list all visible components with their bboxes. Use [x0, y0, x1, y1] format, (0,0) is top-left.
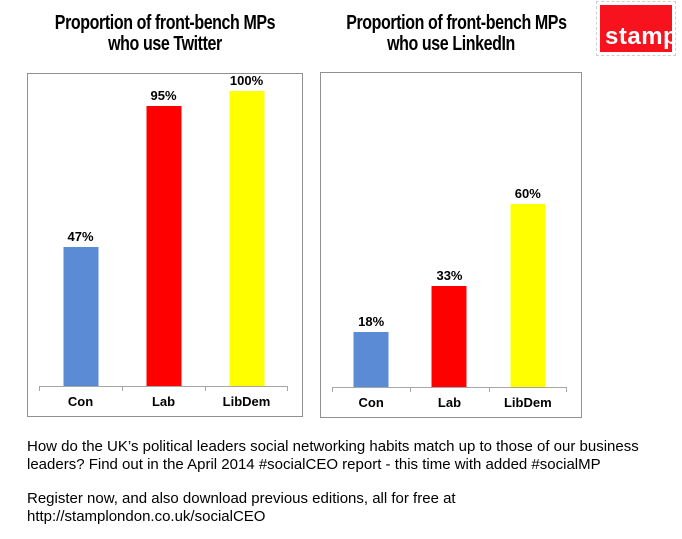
twitter-chart-title-line1: Proportion of front-bench MPs: [54, 12, 276, 34]
category-label-lab: Lab: [151, 394, 176, 409]
footer-copy: How do the UK’s political leaders social…: [27, 438, 663, 525]
bar-libdem: [229, 91, 264, 386]
bar-con: [63, 247, 98, 386]
category-label-libdem: LibDem: [222, 394, 271, 409]
bar-con: [353, 332, 389, 387]
axis-tick: [122, 387, 123, 391]
twitter-chart-plot-area: 47% Con 95% Lab 100% LibDem: [39, 73, 288, 409]
category-label-con: Con: [67, 394, 94, 409]
category-label-libdem: LibDem: [503, 395, 552, 410]
twitter-chart-axis-ticks: [39, 387, 288, 391]
twitter-chart-title: Proportion of front-bench MPs who use Tw…: [55, 13, 276, 55]
footer-paragraph-register: Register now, and also download previous…: [27, 490, 456, 525]
linkedin-chart-title: Proportion of front-bench MPs who use Li…: [346, 12, 567, 55]
axis-tick: [332, 388, 333, 392]
linkedin-chart-title-line2: who use LinkedIn: [387, 33, 515, 55]
bar-value-label-con: 18%: [358, 314, 385, 329]
stamp-logo-text: stamp: [605, 23, 679, 50]
bar-value-label-con: 47%: [67, 229, 94, 244]
footer-paragraph-report: How do the UK’s political leaders social…: [27, 438, 639, 473]
linkedin-chart-title-line1: Proportion of front-bench MPs: [346, 12, 567, 34]
linkedin-bar-chart: 18% Con 33% Lab 60% LibDem: [320, 72, 582, 418]
bar-value-label-lab: 95%: [150, 88, 177, 103]
category-cell-libdem: 100% LibDem: [205, 73, 288, 409]
category-cell-libdem: 60% LibDem: [489, 73, 567, 410]
category-cell-lab: 95% Lab: [122, 74, 205, 409]
axis-tick: [205, 387, 206, 391]
twitter-chart-title-line2: who use Twitter: [108, 33, 222, 55]
bar-value-label-libdem: 60%: [514, 186, 541, 201]
bar-lab: [431, 286, 467, 387]
axis-tick: [566, 388, 567, 392]
category-label-lab: Lab: [437, 395, 462, 410]
bar-value-label-libdem: 100%: [229, 73, 264, 88]
linkedin-chart-axis-ticks: [332, 388, 567, 392]
bar-libdem: [510, 204, 546, 387]
stamp-logo: stamp: [596, 1, 678, 56]
category-cell-con: 47% Con: [39, 74, 122, 409]
bar-value-label-lab: 33%: [436, 268, 463, 283]
axis-tick: [488, 388, 490, 392]
bar-lab: [146, 106, 181, 386]
category-cell-lab: 33% Lab: [410, 73, 488, 410]
twitter-bar-chart: 47% Con 95% Lab 100% LibDem: [27, 73, 303, 417]
category-cell-con: 18% Con: [332, 73, 410, 410]
axis-tick: [410, 388, 412, 392]
axis-tick: [39, 387, 40, 391]
linkedin-chart-plot-area: 18% Con 33% Lab 60% LibDem: [332, 73, 567, 410]
category-label-con: Con: [358, 395, 384, 410]
axis-tick: [287, 387, 288, 391]
